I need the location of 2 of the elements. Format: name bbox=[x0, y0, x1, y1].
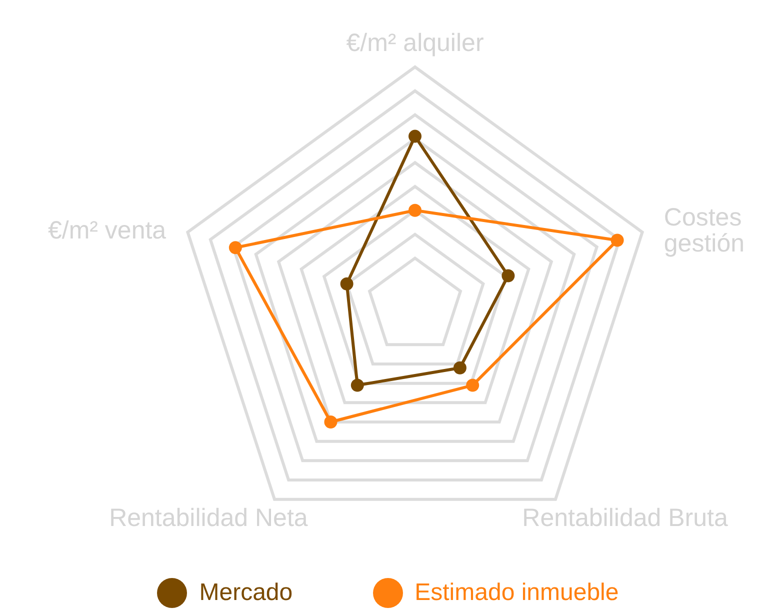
legend-label: Mercado bbox=[199, 579, 293, 607]
legend-label: Estimado inmueble bbox=[414, 579, 619, 607]
